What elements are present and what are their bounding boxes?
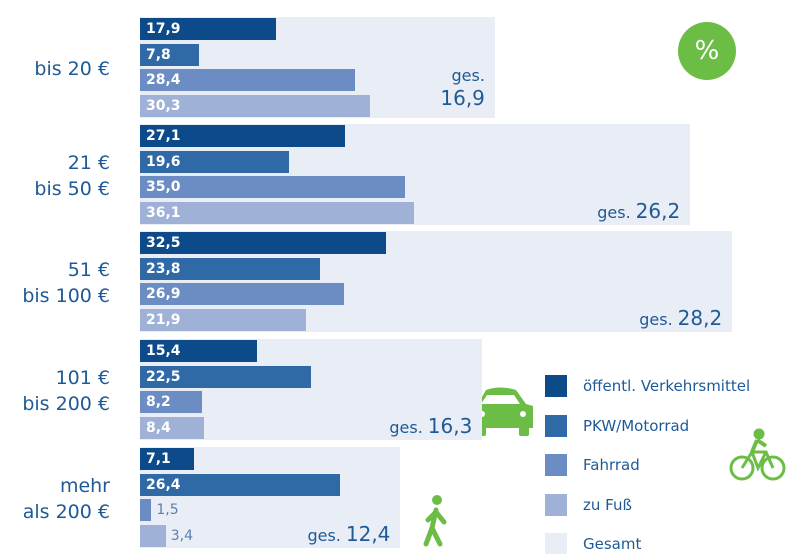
bar bbox=[140, 257, 321, 280]
bike-icon bbox=[729, 428, 786, 481]
total-prefix: ges. bbox=[389, 418, 423, 437]
value-label: 17,9 bbox=[146, 21, 181, 37]
value-label: 36,1 bbox=[146, 205, 181, 222]
category-label: bis 20 € bbox=[34, 58, 110, 80]
value-label: 32,5 bbox=[146, 235, 181, 251]
value-label: 21,9 bbox=[146, 312, 181, 329]
value-label: 35,0 bbox=[146, 179, 181, 196]
legend-swatch bbox=[545, 454, 567, 476]
value-label: 19,6 bbox=[146, 153, 181, 170]
unit-badge: % bbox=[678, 22, 736, 80]
value-label: 3,4 bbox=[170, 528, 194, 545]
bar bbox=[140, 232, 387, 254]
total-label: ges. 12,4 bbox=[307, 523, 390, 547]
bar bbox=[140, 473, 341, 496]
legend-label: PKW/Motorrad bbox=[583, 416, 690, 435]
bar bbox=[140, 309, 306, 332]
category-label: 101 € bis 200 € bbox=[22, 367, 110, 415]
legend-label: Fahrrad bbox=[583, 456, 640, 474]
legend-label: Gesamt bbox=[583, 535, 642, 553]
walker-icon bbox=[423, 495, 447, 547]
value-label: 7,8 bbox=[146, 46, 171, 63]
value-label: 30,3 bbox=[146, 98, 181, 115]
legend-swatch bbox=[545, 414, 567, 437]
bar bbox=[140, 95, 370, 118]
total-label: ges. 16,9 bbox=[440, 65, 485, 111]
total-prefix: ges. bbox=[639, 310, 673, 329]
value-label: 22,5 bbox=[146, 368, 181, 385]
value-label: 26,4 bbox=[146, 476, 181, 493]
bar bbox=[140, 365, 311, 388]
bar bbox=[140, 340, 257, 362]
category-label: 51 € bis 100 € bbox=[22, 259, 110, 307]
value-label: 28,4 bbox=[146, 72, 181, 89]
legend-swatch bbox=[545, 493, 567, 516]
bar bbox=[140, 525, 166, 548]
legend-swatch bbox=[545, 533, 567, 554]
value-label: 15,4 bbox=[146, 343, 181, 359]
total-prefix: ges. bbox=[597, 203, 631, 222]
legend-swatch bbox=[545, 375, 567, 397]
total-prefix: ges. bbox=[451, 66, 485, 85]
bar bbox=[140, 283, 344, 306]
bar bbox=[140, 448, 194, 470]
legend-label: öffentl. Verkehrsmittel bbox=[583, 377, 751, 395]
total-label: ges. 16,3 bbox=[389, 415, 472, 439]
bar bbox=[140, 43, 200, 66]
value-label: 7,1 bbox=[146, 451, 171, 467]
bar bbox=[140, 176, 406, 199]
total-value: 12,4 bbox=[345, 522, 391, 546]
bar bbox=[140, 18, 276, 40]
total-label: ges. 28,2 bbox=[639, 307, 722, 331]
value-label: 27,1 bbox=[146, 128, 181, 144]
value-label: 26,9 bbox=[146, 286, 181, 303]
bar bbox=[140, 417, 204, 440]
total-value: 16,9 bbox=[440, 86, 485, 110]
value-label: 8,2 bbox=[146, 394, 171, 411]
bar bbox=[140, 150, 289, 173]
bar bbox=[140, 202, 414, 225]
total-value: 26,2 bbox=[635, 199, 681, 223]
value-label: 1,5 bbox=[156, 502, 179, 519]
bar bbox=[140, 499, 152, 522]
category-label: mehr als 200 € bbox=[22, 475, 110, 523]
total-value: 28,2 bbox=[677, 306, 723, 330]
category-label: 21 € bis 50 € bbox=[34, 152, 110, 200]
total-prefix: ges. bbox=[307, 526, 341, 545]
total-value: 16,3 bbox=[427, 414, 473, 438]
value-label: 8,4 bbox=[146, 420, 171, 437]
bar bbox=[140, 69, 356, 92]
total-label: ges. 26,2 bbox=[597, 200, 680, 224]
bar bbox=[140, 125, 346, 147]
legend-label: zu Fuß bbox=[583, 495, 632, 514]
bar bbox=[140, 391, 203, 414]
value-label: 23,8 bbox=[146, 260, 181, 277]
